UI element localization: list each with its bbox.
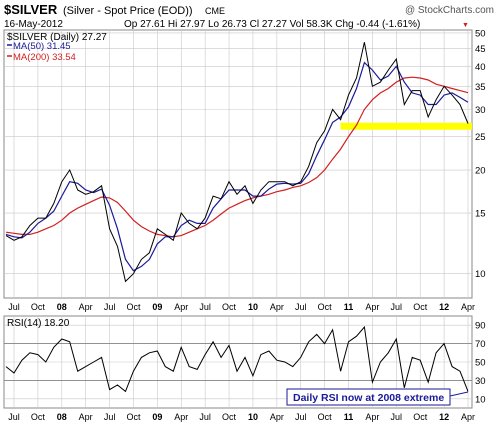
annotation-text: Daily RSI now at 2008 extreme <box>293 392 444 404</box>
price-y-tick-label: 20 <box>475 166 486 177</box>
legend-ma200: MA(200) 33.54 <box>13 52 76 63</box>
legend-ma50: MA(50) 31.45 <box>13 41 71 52</box>
rsi-x-tick-label: Apr <box>365 412 379 422</box>
price-y-axis: 10 15 20 25 30 35 40 45 50 <box>475 28 486 280</box>
symbol-title: $SILVER <box>4 2 58 17</box>
rsi-x-tick-label: 12 <box>439 412 449 422</box>
rsi-x-tick-label: 11 <box>344 412 354 422</box>
price-x-tick-label: Apr <box>365 302 379 312</box>
price-y-tick-label: 25 <box>475 132 486 143</box>
rsi-x-tick-label: Apr <box>461 412 475 422</box>
price-y-tick-label: 45 <box>475 44 486 55</box>
ma200-line <box>5 76 469 238</box>
price-x-tick-label: 11 <box>344 302 354 312</box>
rsi-annotation: Daily RSI now at 2008 extreme <box>286 388 469 406</box>
price-x-tick-label: Apr <box>174 302 188 312</box>
price-x-tick-label: Jul <box>199 302 211 312</box>
rsi-y-axis: 10 30 50 70 90 <box>475 321 486 406</box>
price-y-tick-label: 10 <box>475 269 486 280</box>
price-x-tick-label: 08 <box>57 302 67 312</box>
price-x-tick-label: Jul <box>391 302 403 312</box>
price-x-tick-label: Apr <box>79 302 93 312</box>
rsi-y-tick-label: 70 <box>475 339 486 350</box>
rsi-x-tick-label: Oct <box>126 412 141 422</box>
ma50-line <box>5 61 469 272</box>
price-x-tick-label: Apr <box>461 302 475 312</box>
rsi-x-tick-label: Jul <box>199 412 211 422</box>
rsi-x-tick-label: 09 <box>152 412 162 422</box>
support-band <box>340 122 472 130</box>
rsi-x-tick-label: Jul <box>295 412 307 422</box>
rsi-y-tick-label: 90 <box>475 321 486 332</box>
rsi-x-axis: Jul Oct 08 Apr Jul Oct 09 Apr Jul Oct 10 Apr Jul Oct 1… <box>8 412 475 422</box>
rsi-y-tick-label: 50 <box>475 358 486 369</box>
rsi-label: RSI(14) 18.20 <box>7 318 70 329</box>
rsi-x-tick-label: Jul <box>391 412 403 422</box>
exchange-label: CME <box>205 6 225 16</box>
price-x-tick-label: Jul <box>295 302 307 312</box>
price-y-tick-label: 50 <box>475 28 486 39</box>
annotation-arrow <box>449 391 469 397</box>
price-y-tick-label: 40 <box>475 62 486 73</box>
price-x-tick-label: Oct <box>222 302 237 312</box>
symbol-description: (Silver - Spot Price (EOD)) <box>63 5 193 17</box>
rsi-x-tick-label: Apr <box>79 412 93 422</box>
rsi-x-tick-label: Jul <box>104 412 116 422</box>
rsi-x-tick-label: Oct <box>222 412 237 422</box>
price-x-tick-label: Oct <box>413 302 428 312</box>
rsi-line <box>5 325 469 393</box>
quote-line: Op 27.61 Hi 27.97 Lo 26.73 Cl 27.27 Vol … <box>124 19 420 30</box>
price-gridlines <box>4 30 472 298</box>
rsi-x-tick-label: Oct <box>413 412 428 422</box>
rsi-x-tick-label: Oct <box>318 412 333 422</box>
rsi-y-tick-label: 30 <box>475 376 486 387</box>
price-x-axis: Jul Oct 08 Apr Jul Oct 09 Apr Jul Oct 10 Apr Jul Oct 1… <box>8 302 475 312</box>
price-line <box>5 42 469 283</box>
quote-date: 16-May-2012 <box>4 19 63 30</box>
price-legend: $SILVER (Daily) 27.27 MA(50) 31.45 MA(20… <box>7 32 107 63</box>
price-x-tick-label: Jul <box>104 302 116 312</box>
price-x-tick-label: 09 <box>152 302 162 312</box>
rsi-y-tick-label: 10 <box>475 394 486 405</box>
price-x-tick-label: Oct <box>318 302 333 312</box>
rsi-x-tick-label: Jul <box>8 412 20 422</box>
annotation-box <box>286 388 451 406</box>
price-x-tick-label: Oct <box>31 302 46 312</box>
rsi-x-tick-label: 10 <box>248 412 258 422</box>
down-arrow-icon: ▼ <box>462 22 469 29</box>
watermark: @ StockCharts.com <box>405 5 494 16</box>
rsi-x-tick-label: Apr <box>174 412 188 422</box>
price-panel <box>3 29 473 299</box>
price-x-tick-label: Jul <box>8 302 20 312</box>
rsi-x-tick-label: Apr <box>270 412 284 422</box>
price-y-tick-label: 15 <box>475 209 486 220</box>
price-y-tick-label: 35 <box>475 82 486 93</box>
price-x-tick-label: 10 <box>248 302 258 312</box>
legend-price: $SILVER (Daily) 27.27 <box>7 32 107 43</box>
price-x-tick-label: 12 <box>439 302 449 312</box>
price-y-tick-label: 30 <box>475 105 486 116</box>
rsi-x-tick-label: Oct <box>31 412 46 422</box>
rsi-x-tick-label: 08 <box>57 412 67 422</box>
price-x-tick-label: Apr <box>270 302 284 312</box>
price-x-tick-label: Oct <box>126 302 141 312</box>
